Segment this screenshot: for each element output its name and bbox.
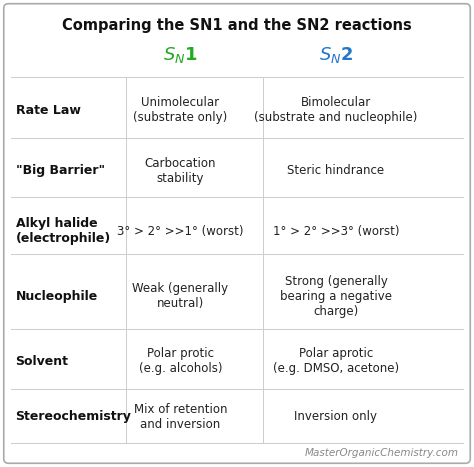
Text: Solvent: Solvent — [16, 354, 69, 368]
Text: $\mathit{S}_{\mathit{N}}$2: $\mathit{S}_{\mathit{N}}$2 — [319, 45, 353, 65]
Text: MasterOrganicChemistry.com: MasterOrganicChemistry.com — [304, 447, 458, 458]
Text: Inversion only: Inversion only — [294, 410, 377, 424]
Text: Carbocation
stability: Carbocation stability — [145, 157, 216, 185]
Text: Stereochemistry: Stereochemistry — [16, 410, 131, 424]
Text: Mix of retention
and inversion: Mix of retention and inversion — [134, 403, 227, 431]
Text: $\mathit{S}_{\mathit{N}}$1: $\mathit{S}_{\mathit{N}}$1 — [163, 45, 198, 65]
Text: Steric hindrance: Steric hindrance — [287, 164, 384, 177]
Text: Comparing the SN1 and the SN2 reactions: Comparing the SN1 and the SN2 reactions — [62, 19, 412, 34]
Text: "Big Barrier": "Big Barrier" — [16, 164, 105, 177]
Text: Unimolecular
(substrate only): Unimolecular (substrate only) — [133, 97, 228, 125]
FancyBboxPatch shape — [4, 4, 470, 463]
Text: Alkyl halide
(electrophile): Alkyl halide (electrophile) — [16, 217, 111, 245]
Text: Weak (generally
neutral): Weak (generally neutral) — [132, 282, 228, 310]
Text: Rate Law: Rate Law — [16, 104, 81, 117]
Text: Nucleophile: Nucleophile — [16, 290, 98, 303]
Text: 3° > 2° >>1° (worst): 3° > 2° >>1° (worst) — [117, 225, 244, 238]
Text: 1° > 2° >>3° (worst): 1° > 2° >>3° (worst) — [273, 225, 399, 238]
Text: Polar aprotic
(e.g. DMSO, acetone): Polar aprotic (e.g. DMSO, acetone) — [273, 347, 399, 375]
Text: Polar protic
(e.g. alcohols): Polar protic (e.g. alcohols) — [139, 347, 222, 375]
Text: Strong (generally
bearing a negative
charge): Strong (generally bearing a negative cha… — [280, 275, 392, 318]
Text: Bimolecular
(substrate and nucleophile): Bimolecular (substrate and nucleophile) — [254, 97, 418, 125]
